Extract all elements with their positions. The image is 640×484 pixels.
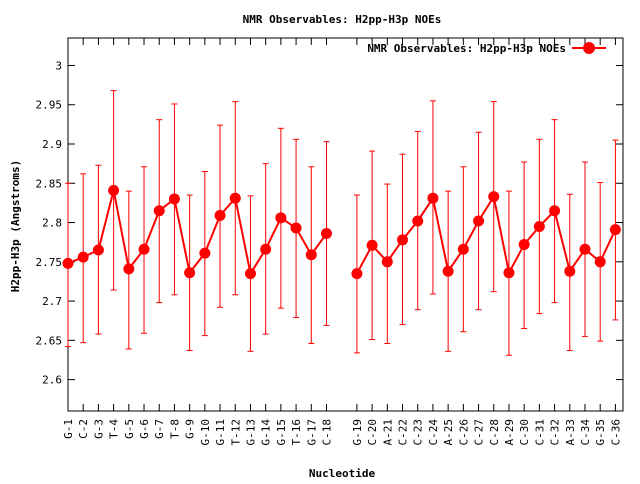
legend-label: NMR Observables: H2pp-H3p NOEs	[367, 42, 566, 55]
x-tick-label: G-7	[153, 419, 166, 439]
y-tick-label: 2.9	[42, 138, 62, 151]
x-tick-label: C-26	[457, 419, 470, 446]
y-tick-label: 2.7	[42, 295, 62, 308]
y-tick-label: 2.95	[36, 99, 63, 112]
data-point	[351, 268, 363, 280]
data-point	[138, 243, 150, 255]
data-point	[442, 265, 454, 277]
x-tick-label: G-17	[305, 419, 318, 446]
x-tick-label: G-15	[275, 419, 288, 446]
data-point	[77, 251, 89, 263]
data-point	[579, 243, 591, 255]
x-tick-label: G-10	[199, 419, 212, 446]
data-point	[290, 222, 302, 234]
x-tick-label: G-35	[594, 419, 607, 446]
x-tick-label: T-8	[168, 419, 181, 439]
data-point	[549, 205, 561, 217]
x-axis-label: Nucleotide	[309, 467, 376, 480]
data-point	[199, 247, 211, 259]
x-tick-label: C-18	[320, 419, 333, 446]
data-point	[397, 234, 409, 246]
data-point	[244, 268, 256, 280]
x-tick-label: C-22	[397, 419, 410, 446]
x-tick-label: A-29	[503, 419, 516, 446]
data-point	[503, 267, 515, 279]
data-point	[62, 257, 74, 269]
data-point	[518, 239, 530, 251]
data-point	[473, 215, 485, 227]
data-point	[488, 191, 500, 203]
data-point	[564, 265, 576, 277]
x-tick-label: C-34	[579, 419, 592, 446]
y-tick-label: 3	[55, 59, 62, 72]
x-tick-label: A-25	[442, 419, 455, 446]
x-tick-label: G-19	[351, 419, 364, 446]
data-point	[412, 215, 424, 227]
data-point	[168, 193, 180, 205]
x-tick-label: G-9	[184, 419, 197, 439]
y-tick-label: 2.8	[42, 217, 62, 230]
x-tick-label: C-24	[427, 419, 440, 446]
x-tick-label: G-11	[214, 419, 227, 446]
legend-marker	[583, 42, 595, 54]
data-point	[153, 205, 165, 217]
series-line	[356, 193, 617, 276]
data-point	[366, 239, 378, 251]
legend: NMR Observables: H2pp-H3p NOEs	[367, 42, 606, 55]
data-point	[381, 256, 393, 268]
data-point	[305, 249, 317, 261]
x-tick-label: G-3	[92, 419, 105, 439]
x-tick-label: T-4	[108, 419, 121, 439]
data-point	[427, 192, 439, 204]
x-tick-label: G-13	[244, 419, 257, 446]
x-tick-label: C-27	[473, 419, 486, 446]
x-tick-label: C-31	[533, 419, 546, 446]
x-tick-label: G-6	[138, 419, 151, 439]
x-tick-label: C-23	[412, 419, 425, 446]
data-point	[92, 244, 104, 256]
data-point	[229, 192, 241, 204]
data-point	[457, 243, 469, 255]
x-tick-label: A-21	[381, 419, 394, 446]
x-tick-label: A-33	[564, 419, 577, 446]
y-tick-label: 2.6	[42, 374, 62, 387]
x-tick-label: C-32	[549, 419, 562, 446]
x-tick-label: T-16	[290, 419, 303, 446]
y-axis-label: H2pp-H3p (Angstroms)	[9, 160, 22, 292]
x-tick-label: C-36	[609, 419, 622, 446]
x-tick-label: G-1	[62, 419, 75, 439]
x-tick-label: G-5	[123, 419, 136, 439]
data-point	[260, 243, 272, 255]
data-point	[320, 228, 332, 240]
y-tick-label: 2.65	[36, 334, 63, 347]
data-point	[123, 263, 135, 275]
data-point	[533, 220, 545, 232]
chart-title: NMR Observables: H2pp-H3p NOEs	[243, 13, 442, 26]
y-tick-label: 2.85	[36, 177, 63, 190]
data-point	[184, 267, 196, 279]
x-tick-label: C-20	[366, 419, 379, 446]
x-tick-label: C-28	[488, 419, 501, 446]
y-tick-label: 2.75	[36, 256, 63, 269]
x-tick-label: C-2	[77, 419, 90, 439]
data-point	[609, 224, 621, 236]
series-line	[67, 190, 328, 277]
x-tick-label: T-12	[229, 419, 242, 446]
data-point	[594, 256, 606, 268]
x-tick-label: C-30	[518, 419, 531, 446]
data-point	[214, 209, 226, 221]
x-tick-label: G-14	[260, 419, 273, 446]
data-point	[275, 212, 287, 224]
data-point	[108, 184, 120, 196]
